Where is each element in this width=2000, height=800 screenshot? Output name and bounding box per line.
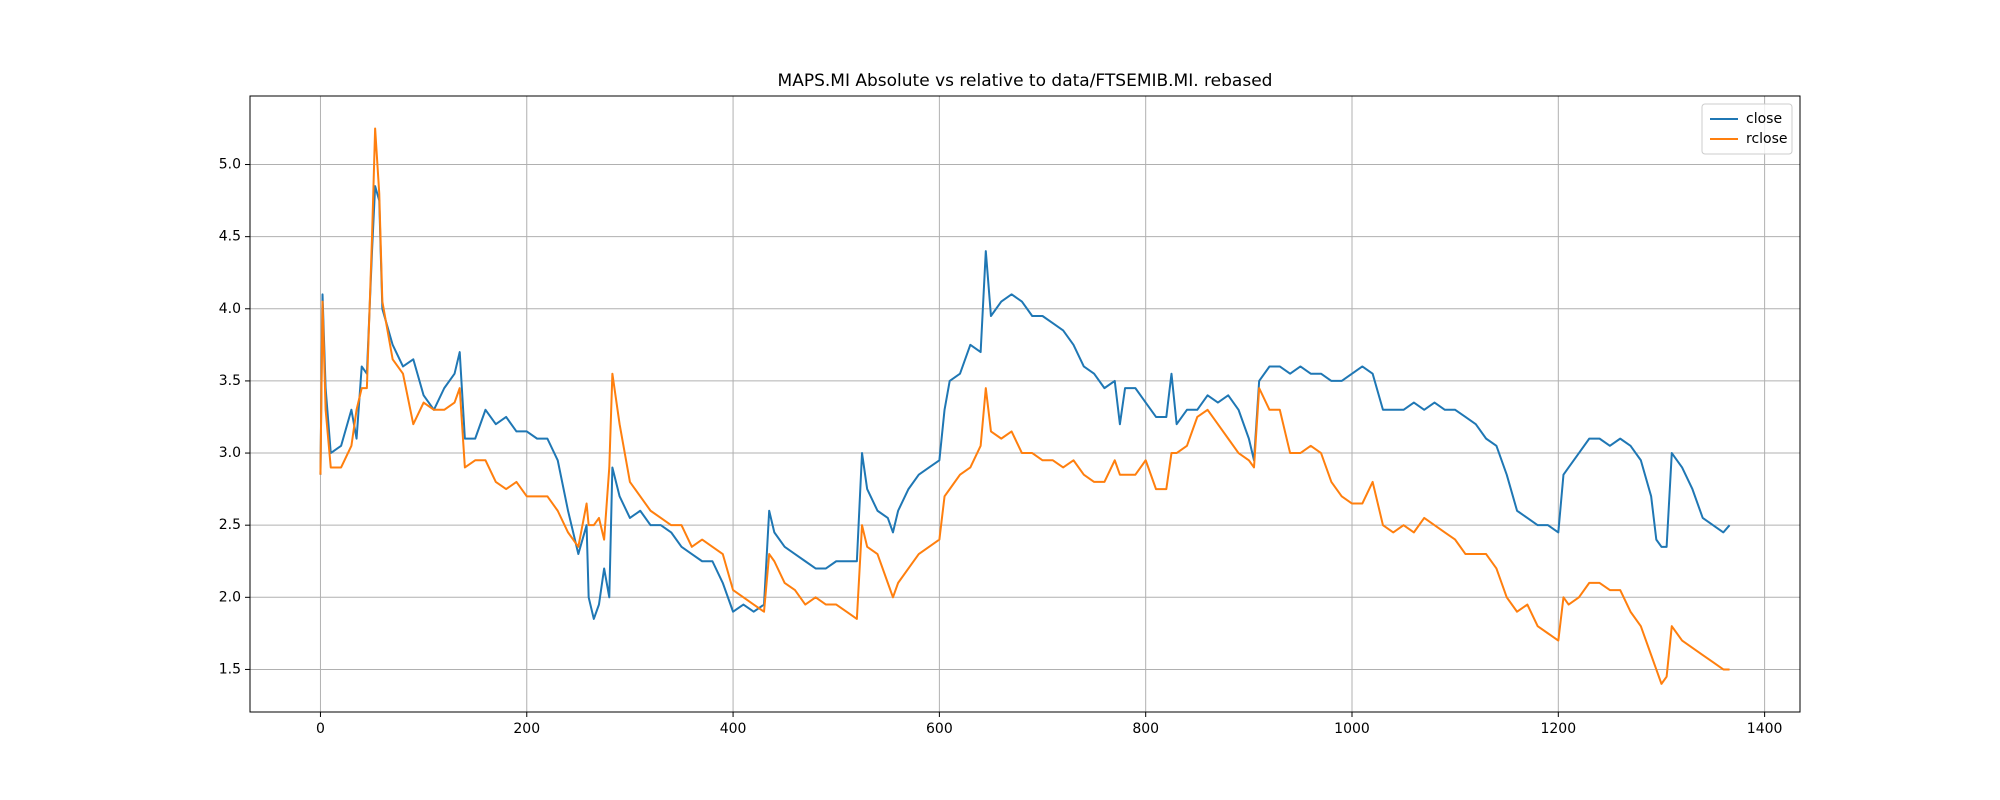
y-tick-label: 4.5 (219, 229, 241, 245)
x-tick-label: 800 (1132, 721, 1159, 737)
y-tick-label: 3.5 (219, 373, 241, 389)
chart-title: MAPS.MI Absolute vs relative to data/FTS… (778, 71, 1273, 91)
line-series (319, 185, 1731, 620)
legend-label: rclose (1746, 131, 1788, 147)
line-series (319, 127, 1730, 685)
y-tick-label: 5.0 (219, 157, 241, 173)
x-tick-label: 200 (513, 721, 540, 737)
y-tick-label: 2.5 (219, 517, 241, 533)
axes-frame (249, 95, 1801, 713)
x-tick-label: 0 (316, 721, 325, 737)
x-tick-label: 1400 (1747, 721, 1783, 737)
y-tick-label: 1.5 (219, 661, 241, 677)
x-tick-label: 400 (720, 721, 747, 737)
x-tick-label: 1200 (1540, 721, 1576, 737)
y-tick-label: 3.0 (219, 445, 241, 461)
legend-label: close (1746, 111, 1782, 127)
x-tick-label: 600 (926, 721, 953, 737)
y-tick-label: 2.0 (219, 589, 241, 605)
x-tick-label: 1000 (1334, 721, 1370, 737)
y-tick-label: 4.0 (219, 301, 241, 317)
legend-box (1701, 103, 1793, 155)
